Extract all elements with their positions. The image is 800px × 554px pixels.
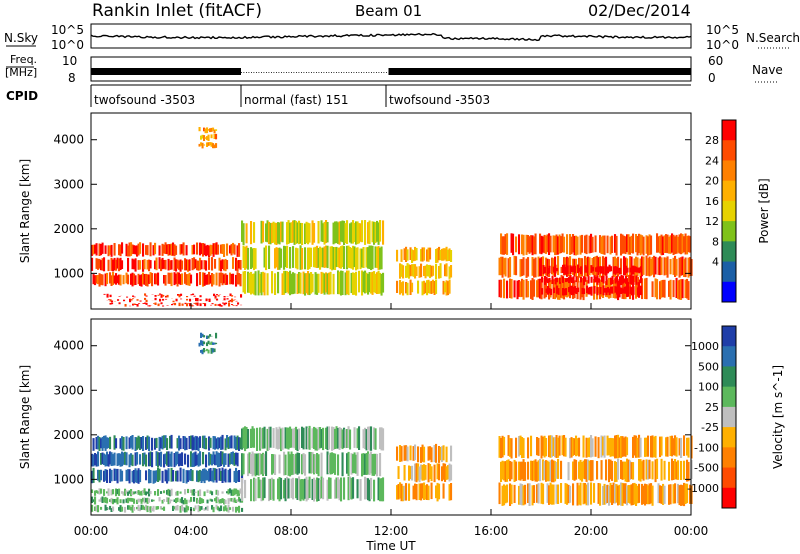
noise-panel: N.Sky 10^5 10^0 10^5 10^0 N.Search [4,23,800,52]
velocity-colorbar-tick: -1000 [687,482,719,495]
velocity-ytick-label: 2000 [53,428,84,442]
velocity-colorbar-tick: 1000 [691,340,719,353]
power-ytick-label: 3000 [53,177,84,191]
velocity-colorbar-swatch [722,326,736,347]
cpid-segment-2: twofsound -3503 [389,93,490,107]
freq-right-tick-bottom: 0 [708,71,716,85]
noise-right-tick-top: 10^5 [706,23,739,37]
power-colorbar-tick: 8 [712,235,719,248]
power-region-2 [241,220,385,296]
power-ytick-label: 4000 [53,133,84,147]
power-region-3 [396,246,453,296]
velocity-colorbar-swatch [722,406,736,428]
power-colorbar-tick: 28 [705,134,719,147]
power-ytick-label: 1000 [53,266,84,280]
velocity-colorbar-swatch [722,447,736,469]
velocity-region-5 [198,332,218,355]
velocity-region-2 [241,425,385,502]
velocity-region-3 [396,443,453,502]
freq-right-tick-top: 60 [708,54,723,68]
power-colorbar-tick: 12 [705,215,719,228]
velocity-panel: Slant Range [km] 1000 2000 3000 4000 1000 50… [18,318,785,516]
power-colorbar-tick: 24 [705,154,719,167]
velocity-ytick-label: 1000 [53,472,84,486]
power-colorbar-label: Power [dB] [757,178,771,243]
velocity-colorbar-tick: -100 [694,441,719,454]
power-ylabel: Slant Range [km] [18,159,32,263]
power-colorbar-tick: 20 [705,175,719,188]
velocity-ytick-label: 3000 [53,383,84,397]
freq-label-1: Freq. [10,53,37,66]
cpid-segment-1: normal (fast) 151 [244,93,348,107]
velocity-colorbar-tick: 100 [698,381,719,394]
nave-label: Nave [752,63,783,77]
beam-title: Beam 01 [355,2,422,20]
noise-left-tick-bottom: 10^0 [51,38,84,52]
velocity-ylabel: Slant Range [km] [18,365,32,469]
x-tick-label: 16:00 [474,524,509,538]
station-title: Rankin Inlet (fitACF) [92,1,262,21]
power-region-6 [198,127,218,149]
power-colorbar-swatch [722,120,736,141]
power-colorbar-swatch [722,200,736,222]
x-tick-label: 00:00 [674,524,709,538]
cpid-panel: CPID twofsound -3503 normal (fast) 151 two… [6,84,691,107]
power-colorbar-swatch [722,261,736,283]
freq-label-2: [MHz] [5,66,37,79]
noise-right-tick-bottom: 10^0 [706,38,739,52]
velocity-region-1 [91,488,244,513]
noise-left-label: N.Sky [4,31,38,45]
power-region-0 [91,242,242,287]
cpid-segment-0: twofsound -3503 [94,93,195,107]
velocity-colorbar-tick: 25 [705,401,719,414]
x-axis-label: Time UT [365,539,416,553]
freq-left-tick-bottom: 8 [68,71,76,85]
velocity-colorbar-swatch [722,427,736,448]
noise-left-tick-top: 10^5 [51,23,84,37]
velocity-colorbar-swatch [722,467,736,489]
x-tick-label: 00:00 [74,524,109,538]
power-colorbar-swatch [722,140,736,161]
power-region-5 [541,264,643,296]
power-ytick-label: 2000 [53,222,84,236]
date-title: 02/Dec/2014 [588,1,691,20]
velocity-colorbar-tick: -25 [701,421,719,434]
x-axis: 00:00 04:00 08:00 12:00 16:00 20:00 00:00 [74,303,709,538]
velocity-colorbar-swatch [722,386,736,408]
power-colorbar-swatch [722,281,736,303]
velocity-ytick-label: 4000 [53,339,84,353]
x-tick-label: 12:00 [374,524,409,538]
noise-right-label: N.Search [746,31,800,45]
freq-left-tick-top: 10 [62,54,77,68]
x-tick-label: 04:00 [174,524,209,538]
velocity-region-0 [91,434,244,484]
velocity-colorbar-swatch [722,346,736,367]
cpid-label: CPID [6,89,38,103]
power-colorbar-swatch [722,160,736,182]
velocity-region-4 [498,434,693,507]
velocity-colorbar-tick: 500 [698,360,719,373]
power-colorbar-swatch [722,180,736,202]
x-tick-label: 20:00 [574,524,609,538]
velocity-colorbar-label: Velocity [m s^-1] [771,365,785,469]
velocity-colorbar-tick: -500 [694,462,719,475]
freq-panel: Freq. [MHz] 10 8 60 0 Nave [5,53,783,85]
power-panel: Slant Range [km] 1000 2000 3000 4000 28 24 20… [18,112,771,310]
power-colorbar-tick: 4 [712,256,719,269]
x-tick-label: 08:00 [274,524,309,538]
power-colorbar-swatch [722,221,736,242]
power-colorbar-tick: 16 [705,195,719,208]
velocity-colorbar-swatch [722,487,736,509]
power-colorbar-swatch [722,241,736,263]
power-region-1 [103,293,243,307]
velocity-colorbar-swatch [722,366,736,388]
